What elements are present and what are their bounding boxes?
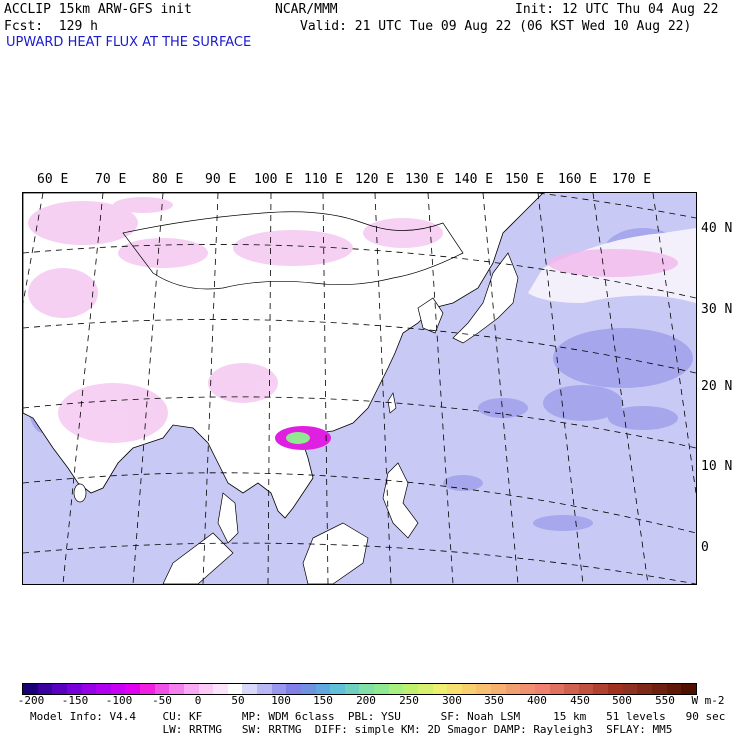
colorbar-swatch	[534, 684, 550, 694]
colorbar-tick: 250	[399, 694, 419, 707]
colorbar-tick: 450	[570, 694, 590, 707]
colorbar-swatch	[651, 684, 667, 694]
colorbar-swatch	[637, 684, 652, 694]
colorbar-swatch	[315, 684, 331, 694]
colorbar-swatch	[403, 684, 418, 694]
lon-label: 120 E	[355, 172, 395, 187]
colorbar-tick: 500	[612, 694, 632, 707]
colorbar-tick: -50	[152, 694, 172, 707]
colorbar-swatch	[491, 684, 506, 694]
colorbar-swatch	[227, 684, 243, 694]
sri-lanka	[73, 483, 87, 503]
colorbar-swatch	[432, 684, 448, 694]
lon-label: 70 E	[95, 172, 127, 187]
lon-label: 90 E	[205, 172, 237, 187]
colorbar	[22, 683, 697, 695]
colorbar-swatch	[564, 684, 579, 694]
colorbar-swatch	[183, 684, 199, 694]
colorbar-swatch	[271, 684, 287, 694]
borneo	[302, 522, 369, 584]
colorbar-swatch	[359, 684, 374, 694]
forecast-hour: Fcst: 129 h	[4, 19, 98, 34]
colorbar-swatch	[300, 684, 316, 694]
colorbar-swatch	[169, 684, 184, 694]
colorbar-tick: 400	[527, 694, 547, 707]
colorbar-tick: 150	[313, 694, 333, 707]
colorbar-swatch	[37, 684, 53, 694]
lon-label: 130 E	[405, 172, 445, 187]
colorbar-swatch	[461, 684, 477, 694]
colorbar-swatch	[447, 684, 462, 694]
colorbar-swatch	[608, 684, 623, 694]
field-title: UPWARD HEAT FLUX AT THE SURFACE	[6, 35, 252, 50]
colorbar-tick: 300	[442, 694, 462, 707]
lon-label: 140 E	[454, 172, 494, 187]
colorbar-swatch	[154, 684, 170, 694]
lon-label: 80 E	[152, 172, 184, 187]
lon-label: 150 E	[505, 172, 545, 187]
colorbar-swatch	[520, 684, 535, 694]
colorbar-tick: -200	[17, 694, 45, 707]
colorbar-units: W m-2	[691, 694, 725, 707]
colorbar-tick: 350	[484, 694, 504, 707]
lon-label: 60 E	[37, 172, 69, 187]
lat-label: 10 N	[701, 459, 733, 474]
colorbar-tick: -100	[105, 694, 133, 707]
lat-label: 0	[701, 540, 709, 555]
colorbar-swatch	[388, 684, 404, 694]
lat-label: 30 N	[701, 302, 733, 317]
lat-label: 40 N	[701, 221, 733, 236]
colorbar-tick: 50	[231, 694, 245, 707]
colorbar-swatch	[257, 684, 272, 694]
colorbar-swatch	[125, 684, 140, 694]
philippines	[382, 462, 419, 539]
init-time: Init: 12 UTC Thu 04 Aug 22	[515, 2, 719, 17]
colorbar-swatch	[622, 684, 638, 694]
colorbar-swatch	[666, 684, 682, 694]
colorbar-tick: 0	[194, 694, 202, 707]
lon-label: 160 E	[558, 172, 598, 187]
japan	[452, 252, 519, 344]
map-canvas	[23, 193, 696, 584]
lat-label: 20 N	[701, 379, 733, 394]
colorbar-swatch	[476, 684, 491, 694]
land-flux-patches	[28, 197, 443, 443]
colorbar-swatch	[330, 684, 345, 694]
colorbar-tick: 100	[271, 694, 291, 707]
model-title: ACCLIP 15km ARW-GFS init	[4, 2, 192, 17]
colorbar-swatch	[681, 684, 696, 694]
colorbar-swatch	[96, 684, 111, 694]
colorbar-swatch	[286, 684, 301, 694]
colorbar-swatch	[578, 684, 594, 694]
colorbar-swatch	[66, 684, 82, 694]
model-info-line2: LW: RRTMG SW: RRTMG DIFF: simple KM: 2D …	[30, 723, 673, 736]
colorbar-swatch	[505, 684, 521, 694]
colorbar-swatch	[344, 684, 360, 694]
colorbar-swatch	[242, 684, 257, 694]
colorbar-tick: -150	[61, 694, 89, 707]
heat-flux-map	[22, 192, 697, 585]
valid-time: Valid: 21 UTC Tue 09 Aug 22 (06 KST Wed …	[300, 19, 692, 34]
colorbar-swatch	[198, 684, 214, 694]
center-label: NCAR/MMM	[275, 2, 338, 17]
colorbar-swatch	[213, 684, 228, 694]
korea	[417, 297, 444, 334]
colorbar-tick: 200	[356, 694, 376, 707]
colorbar-swatch	[140, 684, 155, 694]
lon-label: 110 E	[304, 172, 344, 187]
lat-lon-grid	[23, 193, 696, 584]
colorbar-swatch	[23, 684, 38, 694]
lon-label: 100 E	[254, 172, 294, 187]
colorbar-swatch	[417, 684, 433, 694]
colorbar-swatch	[52, 684, 67, 694]
colorbar-swatch	[81, 684, 97, 694]
colorbar-swatch	[374, 684, 389, 694]
colorbar-swatch	[593, 684, 608, 694]
taiwan	[387, 392, 397, 414]
colorbar-tick: 550	[655, 694, 675, 707]
model-info-line1: Model Info: V4.4 CU: KF MP: WDM 6class P…	[30, 710, 726, 723]
colorbar-swatch	[110, 684, 126, 694]
colorbar-swatch	[549, 684, 565, 694]
lon-label: 170 E	[612, 172, 652, 187]
